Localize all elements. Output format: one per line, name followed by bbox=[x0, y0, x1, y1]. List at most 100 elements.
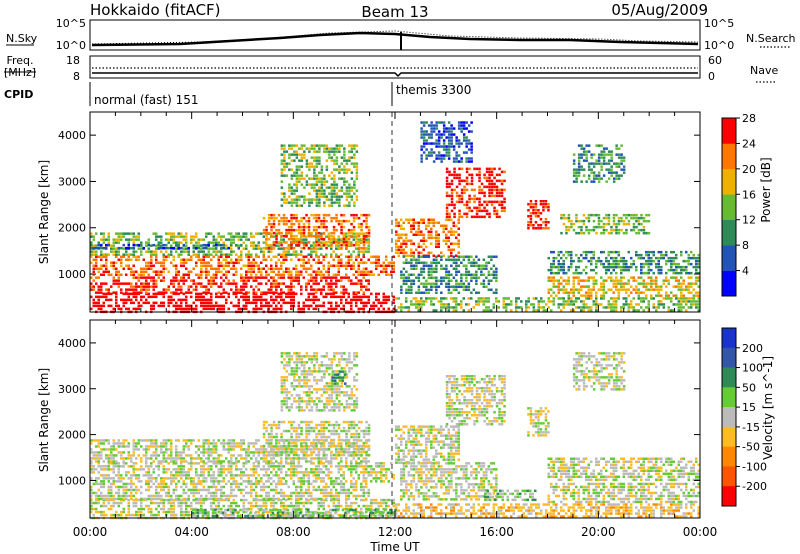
power-cell bbox=[280, 238, 283, 241]
power-cell bbox=[247, 253, 250, 256]
power-cell bbox=[152, 304, 155, 308]
power-cell bbox=[430, 303, 433, 306]
power-cell bbox=[537, 215, 540, 218]
power-cell bbox=[277, 228, 281, 232]
power-cell bbox=[362, 234, 366, 238]
power-cell bbox=[645, 297, 648, 300]
power-cell bbox=[115, 273, 118, 276]
power-cell bbox=[247, 261, 250, 264]
power-cell bbox=[280, 304, 283, 308]
power-cell bbox=[450, 291, 453, 294]
power-cell bbox=[207, 255, 210, 258]
power-cell bbox=[245, 279, 248, 282]
power-cell bbox=[350, 144, 354, 147]
power-cell bbox=[467, 261, 471, 264]
power-cell bbox=[280, 186, 284, 189]
power-cell bbox=[272, 285, 275, 288]
power-cell bbox=[280, 261, 283, 264]
power-cell bbox=[92, 267, 95, 270]
power-cell bbox=[300, 246, 303, 250]
power-cell bbox=[335, 307, 338, 311]
power-cell bbox=[495, 255, 498, 258]
power-cell bbox=[205, 285, 208, 288]
power-cell bbox=[622, 268, 625, 272]
power-cell bbox=[225, 238, 228, 241]
power-cell bbox=[572, 174, 576, 177]
power-cell bbox=[355, 240, 358, 244]
power-cell bbox=[145, 298, 148, 302]
power-cell bbox=[467, 255, 471, 258]
power-cell bbox=[100, 250, 103, 253]
power-cell bbox=[300, 285, 303, 288]
power-cell bbox=[657, 262, 660, 266]
power-cell bbox=[230, 282, 233, 285]
velocity-cell bbox=[132, 513, 135, 517]
power-cell bbox=[220, 304, 223, 308]
velocity-cell bbox=[150, 510, 153, 514]
power-cell bbox=[550, 294, 553, 297]
power-cell bbox=[565, 288, 568, 291]
power-cell bbox=[642, 285, 645, 288]
power-cell bbox=[202, 301, 205, 305]
power-cell bbox=[355, 168, 359, 171]
power-cell bbox=[607, 250, 610, 254]
power-cell bbox=[487, 279, 491, 282]
power-cell bbox=[467, 288, 471, 291]
velocity-cell bbox=[255, 504, 258, 508]
power-cell bbox=[332, 291, 335, 294]
power-cell bbox=[480, 297, 483, 300]
power-cell bbox=[220, 264, 223, 267]
power-cell bbox=[372, 307, 375, 311]
power-cell bbox=[440, 264, 443, 267]
power-cell bbox=[427, 154, 431, 157]
power-cell bbox=[117, 246, 120, 250]
power-cell bbox=[445, 233, 448, 236]
power-cell bbox=[235, 243, 238, 247]
power-cell bbox=[405, 242, 408, 245]
power-cell bbox=[295, 198, 299, 201]
power-cell bbox=[567, 213, 571, 217]
power-cell bbox=[570, 265, 573, 269]
power-cell bbox=[467, 160, 471, 163]
power-cell bbox=[539, 218, 543, 221]
power-cell bbox=[470, 276, 473, 279]
power-cell bbox=[310, 231, 313, 235]
power-cell bbox=[282, 246, 286, 250]
power-cell bbox=[187, 246, 190, 250]
power-cell bbox=[600, 262, 603, 266]
power-cell bbox=[478, 167, 481, 171]
power-cell bbox=[657, 265, 660, 269]
power-cell bbox=[547, 256, 550, 260]
power-cell bbox=[150, 276, 153, 279]
power-cell bbox=[202, 264, 205, 267]
power-cell bbox=[577, 225, 581, 229]
power-cell bbox=[660, 271, 663, 275]
power-cell bbox=[315, 304, 318, 308]
power-cell bbox=[375, 292, 378, 296]
power-cell bbox=[337, 279, 340, 282]
power-cell bbox=[447, 154, 451, 157]
power-cell bbox=[157, 273, 160, 276]
power-cell bbox=[312, 288, 315, 291]
power-cell bbox=[460, 273, 463, 276]
power-cell bbox=[645, 259, 648, 263]
power-cell bbox=[135, 295, 138, 299]
power-cell bbox=[115, 304, 118, 308]
power-cell bbox=[205, 288, 208, 291]
power-cell bbox=[665, 279, 668, 282]
power-cell bbox=[552, 259, 555, 263]
power-cell bbox=[137, 232, 140, 235]
power-cell bbox=[635, 303, 638, 306]
power-cell bbox=[627, 222, 631, 226]
power-cell bbox=[450, 173, 454, 177]
power-cell bbox=[397, 224, 400, 227]
power-cell bbox=[582, 147, 586, 150]
velocity-cell bbox=[142, 507, 145, 511]
power-cell bbox=[100, 291, 103, 294]
power-cell bbox=[320, 270, 323, 273]
power-cell bbox=[452, 258, 456, 261]
power-cell bbox=[145, 291, 148, 294]
velocity-cell bbox=[220, 507, 223, 511]
power-cell bbox=[307, 258, 310, 261]
power-cell bbox=[565, 231, 568, 235]
